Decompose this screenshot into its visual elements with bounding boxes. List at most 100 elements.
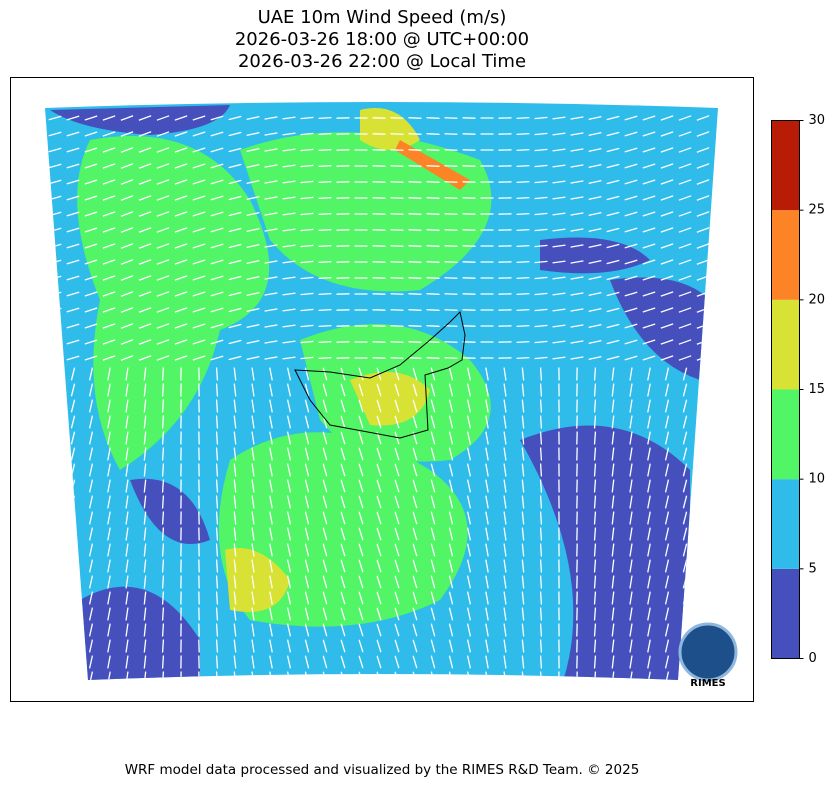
wind-arrow (174, 259, 188, 265)
wind-arrow (448, 495, 454, 509)
wind-arrow (606, 275, 620, 281)
wind-arrow (376, 463, 382, 477)
wind-arrow (215, 415, 219, 429)
wind-arrow (606, 227, 620, 233)
colorbar-segment (771, 299, 800, 390)
wind-arrow (107, 591, 111, 605)
wind-arrow (269, 447, 273, 461)
wind-arrow (444, 181, 458, 183)
wind-arrow (376, 559, 382, 573)
wind-arrow (246, 339, 260, 345)
wind-arrow (664, 431, 670, 445)
wind-arrow (376, 495, 382, 509)
wind-arrow (444, 197, 458, 199)
wind-arrow (647, 559, 651, 573)
wind-arrow (88, 527, 94, 541)
wind-arrow (588, 147, 602, 153)
wind-arrow (539, 495, 543, 509)
wind-arrow (678, 323, 692, 329)
wind-arrow (84, 163, 98, 169)
wind-arrow (629, 431, 633, 445)
wind-arrow (660, 163, 674, 169)
wind-arrow (682, 495, 688, 509)
wind-arrow (390, 309, 404, 311)
wind-arrow (647, 495, 651, 509)
wind-arrow (647, 607, 651, 621)
wind-arrow (322, 607, 328, 621)
wind-arrow (539, 447, 543, 461)
wind-arrow (588, 179, 602, 185)
wind-arrow (376, 591, 382, 605)
wind-arrow (107, 495, 111, 509)
wind-arrow (466, 415, 472, 429)
wind-arrow (448, 479, 454, 493)
wind-arrow (233, 559, 237, 573)
wind-arrow (611, 367, 615, 381)
wind-arrow (107, 383, 111, 397)
wind-arrow (143, 575, 147, 589)
wind-arrow (394, 559, 400, 573)
wind-arrow (318, 356, 332, 360)
wind-arrow (322, 591, 328, 605)
colorbar-tick-label: 0 (809, 651, 817, 666)
wind-arrow (430, 383, 436, 397)
wind-arrow (233, 495, 237, 509)
wind-arrow (88, 447, 94, 461)
wind-arrow (282, 164, 296, 168)
wind-arrow (269, 623, 273, 637)
wind-arrow (485, 575, 489, 589)
wind-arrow (552, 196, 566, 200)
wind-arrow (485, 463, 489, 477)
wind-arrow (539, 623, 543, 637)
wind-arrow (412, 639, 418, 653)
wind-arrow (120, 339, 134, 345)
wind-arrow (430, 623, 436, 637)
wind-arrow (300, 148, 314, 152)
wind-arrow (143, 543, 147, 557)
wind-arrow (88, 495, 94, 509)
wind-arrow (84, 147, 98, 153)
wind-arrow (246, 211, 260, 217)
wind-arrow (125, 639, 129, 653)
wind-arrow (521, 623, 525, 637)
wind-arrow (593, 479, 597, 493)
wind-arrow (88, 671, 94, 680)
wind-arrow (102, 307, 116, 313)
wind-arrow (282, 212, 296, 216)
wind-arrow (376, 383, 382, 397)
wind-arrow (300, 324, 314, 328)
wind-arrow (624, 323, 638, 329)
wind-arrow (107, 655, 111, 669)
wind-arrow (430, 447, 436, 461)
wind-arrow (629, 399, 633, 413)
wind-arrow (408, 149, 422, 151)
wind-arrow (412, 383, 418, 397)
wind-arrow (570, 148, 584, 152)
wind-arrow (192, 147, 206, 153)
wind-arrow (70, 639, 76, 653)
wind-arrow (448, 399, 454, 413)
wind-arrow (678, 211, 692, 217)
wind-arrow (647, 655, 651, 669)
wind-arrow (233, 527, 237, 541)
wind-arrow (394, 367, 400, 381)
wind-arrow (700, 479, 706, 493)
wind-arrow (52, 447, 58, 461)
wind-arrow (664, 607, 670, 621)
wind-arrow (539, 367, 543, 381)
wind-arrow (394, 527, 400, 541)
wind-arrow (107, 431, 111, 445)
wind-arrow (215, 367, 219, 381)
wind-arrow (444, 133, 458, 135)
wind-arrow (84, 211, 98, 217)
wind-arrow (390, 357, 404, 359)
wind-arrow (516, 308, 530, 312)
wind-arrow (647, 367, 651, 381)
wind-arrow (107, 639, 111, 653)
wind-arrow (52, 383, 58, 397)
wind-arrow (664, 447, 670, 461)
wind-arrow (286, 495, 292, 509)
wind-arrow (394, 575, 400, 589)
wind-arrow (516, 212, 530, 216)
wind-arrow (629, 607, 633, 621)
